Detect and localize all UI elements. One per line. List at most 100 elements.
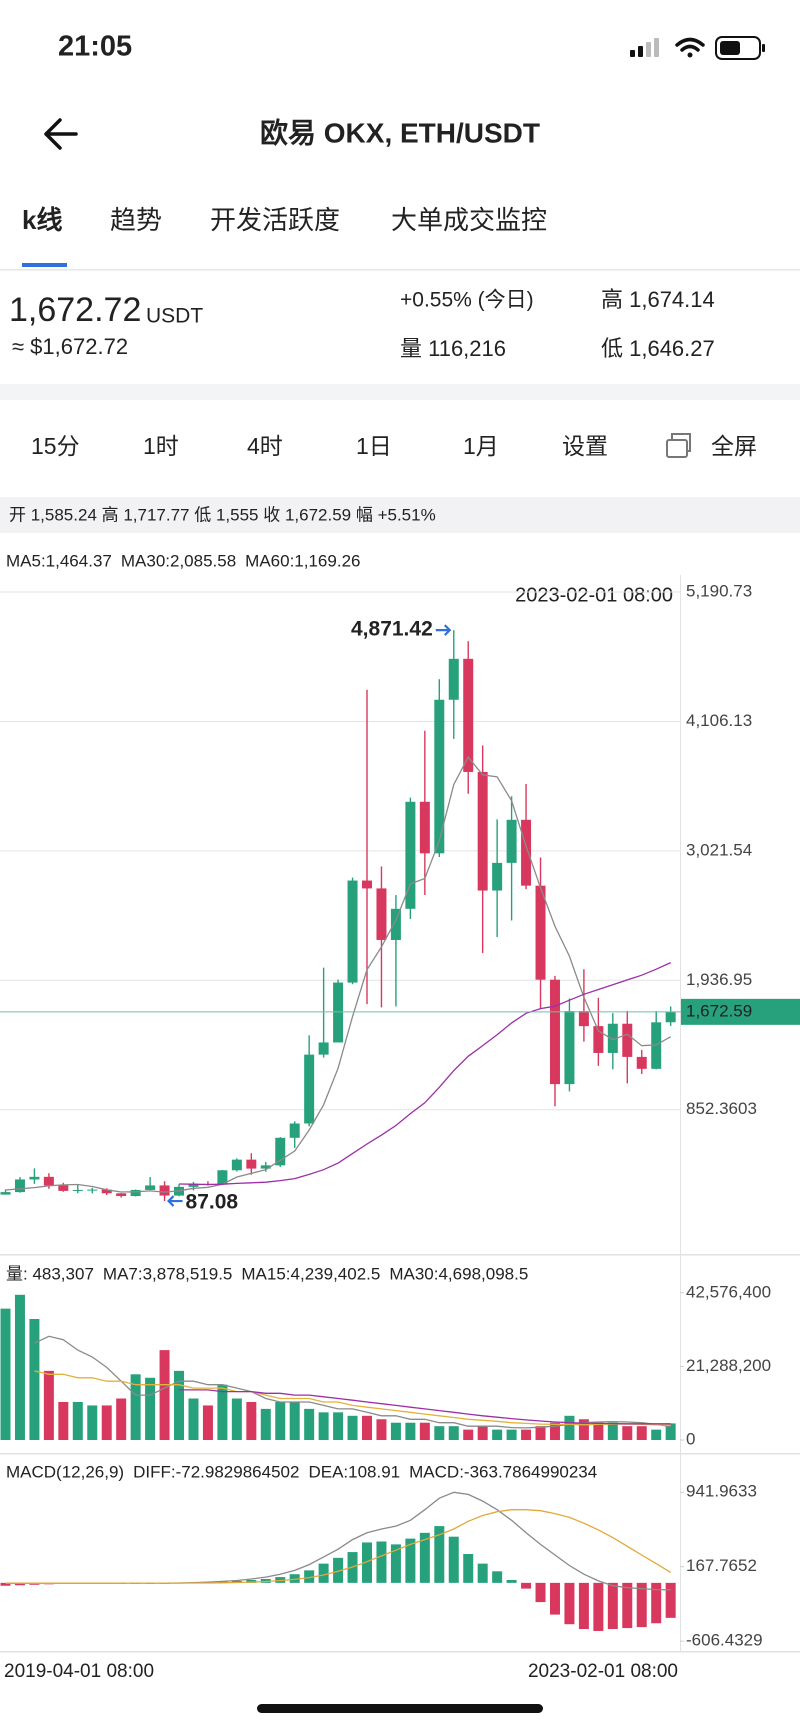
volume-bar (217, 1384, 228, 1440)
y-tick-label: -606.4329 (686, 1631, 763, 1650)
volume-bar (549, 1422, 560, 1440)
candle-body (564, 1011, 575, 1085)
period-button[interactable]: 1日 (356, 433, 392, 459)
min-arrow (167, 1195, 183, 1207)
candle-body (304, 1054, 315, 1124)
macd-bar (564, 1582, 575, 1625)
macd-bar (362, 1542, 372, 1583)
day-volume: 量 116,216 (400, 336, 506, 361)
ohlc-summary: 开 1,585.24 高 1,717.77 低 1,555 收 1,672.59… (9, 505, 436, 524)
battery-icon (715, 36, 765, 60)
volume-bar (29, 1319, 40, 1440)
current-price-badge (681, 998, 800, 1025)
tab[interactable]: k线 (22, 205, 62, 235)
price-unit: USDT (146, 305, 203, 328)
candle-body (405, 801, 416, 909)
settings-button[interactable]: 设置 (562, 433, 608, 459)
volume-bar (622, 1426, 633, 1440)
candle-body (29, 1176, 40, 1180)
volume-bar (72, 1401, 83, 1440)
volume-bar (651, 1429, 662, 1440)
candle-body (593, 1026, 604, 1053)
candle-body (578, 1011, 589, 1027)
tab[interactable]: 开发活跃度 (210, 205, 340, 235)
candle-body (521, 819, 532, 886)
candle-body (448, 658, 459, 700)
signal-icon (630, 38, 659, 57)
macd-bar (448, 1536, 459, 1583)
ma-line (5, 755, 672, 1193)
candle-body (506, 819, 517, 863)
macd-bar (376, 1541, 387, 1583)
macd-bar (636, 1582, 647, 1628)
y-tick-label: 852.3603 (686, 1099, 757, 1118)
volume-bar (362, 1415, 372, 1440)
macd-bar (246, 1579, 257, 1583)
volume-bar (231, 1398, 242, 1440)
macd-bar (477, 1563, 488, 1583)
volume-bar (477, 1426, 488, 1440)
volume-bar (492, 1429, 503, 1440)
macd-bar (419, 1532, 430, 1583)
volume-bar (174, 1370, 185, 1440)
macd-bar (434, 1526, 445, 1583)
volume-bar (636, 1426, 647, 1440)
divider (0, 269, 800, 271)
legend-label: DIFF:-72.9829864502 (133, 1462, 299, 1481)
y-tick-label: 941.9633 (686, 1482, 757, 1501)
macd-bar (535, 1582, 546, 1603)
macd-bar (651, 1582, 662, 1624)
candle-body (535, 885, 546, 980)
candle-body (549, 979, 560, 1085)
back-button[interactable] (44, 118, 78, 150)
legend-label: MACD(12,26,9) (6, 1462, 124, 1481)
status-time: 21:05 (58, 31, 132, 63)
candle-body (275, 1137, 286, 1166)
candle-body (231, 1159, 242, 1171)
candle-body (116, 1193, 127, 1197)
macd-bar (14, 1582, 25, 1586)
macd-bar (593, 1582, 604, 1631)
candle-body (622, 1023, 633, 1057)
volume-bar (463, 1429, 474, 1440)
tab[interactable]: 趋势 (110, 205, 162, 235)
max-arrow (435, 624, 452, 636)
macd-bar (318, 1563, 329, 1583)
ma-line (34, 1335, 671, 1429)
volume-bar (101, 1405, 112, 1440)
macd-bar (506, 1579, 517, 1583)
candle-body (58, 1185, 69, 1191)
volume-bar (87, 1405, 98, 1440)
ma-line (5, 1509, 672, 1584)
candle-body (376, 888, 387, 940)
volume-bar (43, 1370, 54, 1440)
period-button[interactable]: 1时 (143, 433, 179, 459)
period-button[interactable]: 15分 (31, 433, 80, 459)
candle-body (72, 1189, 83, 1191)
wifi-icon (675, 37, 705, 58)
y-tick-label: 1,936.95 (686, 970, 752, 989)
axis-divider (680, 575, 681, 1651)
period-button-active[interactable]: 1月 (463, 433, 499, 459)
candle-body (362, 880, 372, 889)
volume-bar (246, 1401, 257, 1440)
last-price: 1,672.72 (9, 291, 141, 329)
volume-bar (607, 1422, 618, 1440)
candle-body (390, 908, 401, 940)
price-change: +0.55% (今日) (400, 289, 534, 312)
macd-bar (289, 1574, 300, 1583)
fullscreen-button[interactable]: 全屏 (711, 433, 757, 459)
period-button[interactable]: 4时 (247, 433, 283, 459)
tab[interactable]: 大单成交监控 (391, 205, 547, 235)
macd-bar (333, 1557, 344, 1583)
candle-body (651, 1022, 662, 1069)
legend-label: MA30:4,698,098.5 (389, 1264, 528, 1283)
volume-bar (145, 1377, 156, 1440)
legend-label: 量: 483,307 (6, 1264, 94, 1283)
candle-body (101, 1189, 112, 1194)
candle-body (145, 1185, 156, 1190)
candle-body (492, 862, 503, 891)
volume-bar (58, 1401, 69, 1440)
divider (0, 1254, 800, 1256)
